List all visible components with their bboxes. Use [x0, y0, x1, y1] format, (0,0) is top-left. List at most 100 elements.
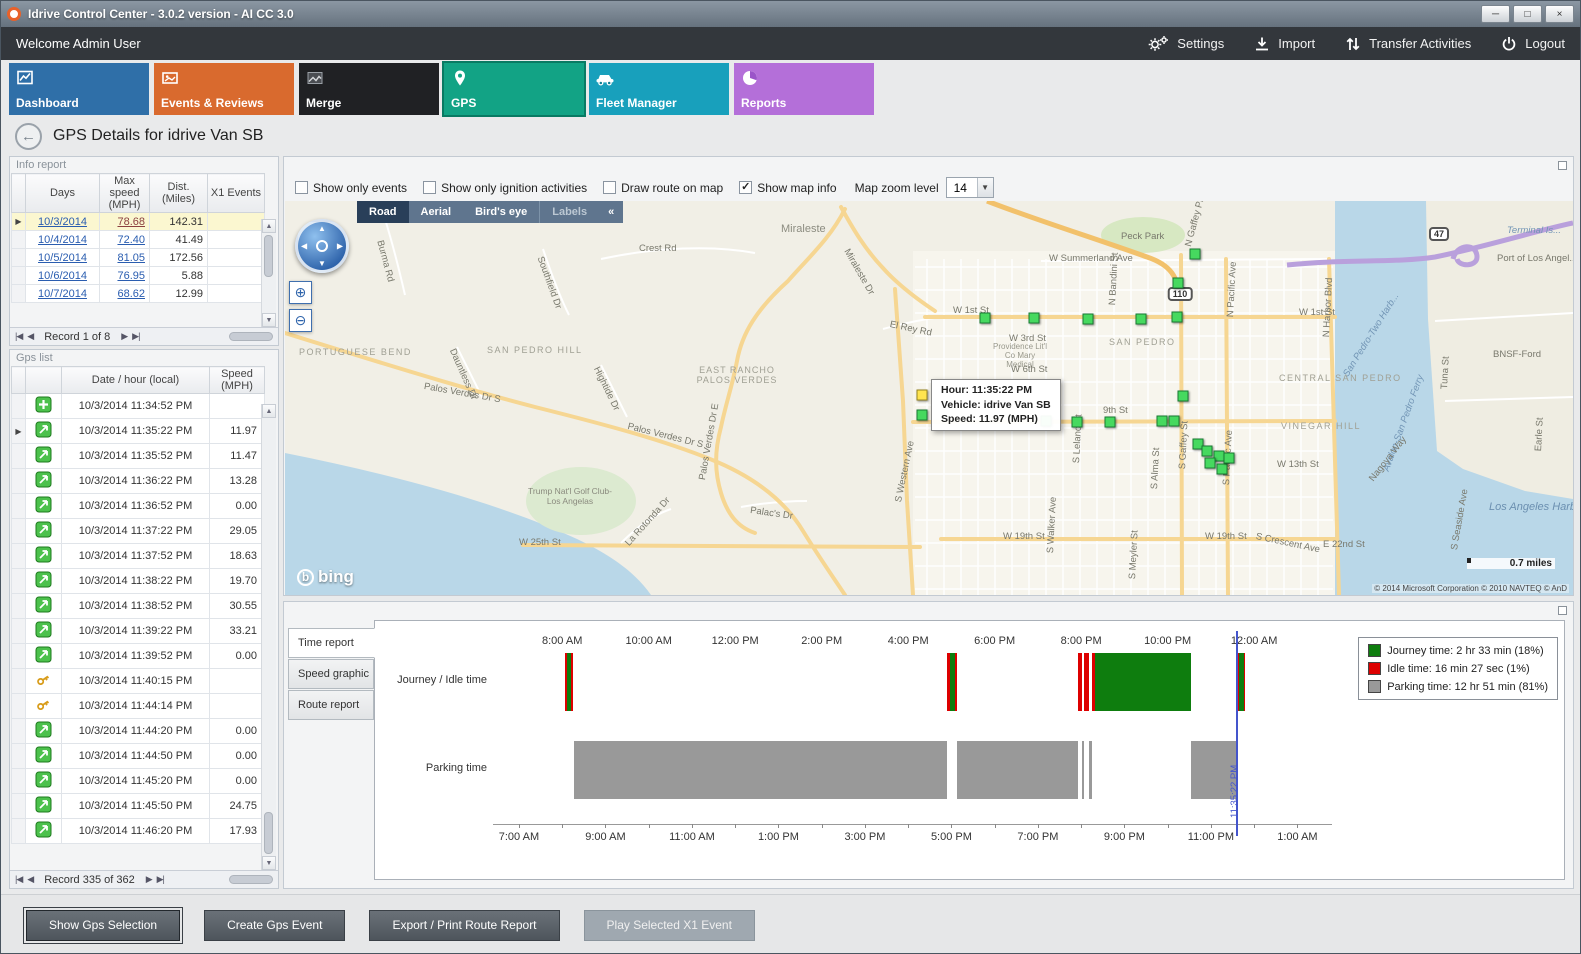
gps-list-scrollbar[interactable]: ▲ ▼: [261, 404, 276, 870]
column-header[interactable]: Speed (MPH): [209, 366, 265, 394]
gps-marker[interactable]: [1156, 415, 1168, 427]
nav-tile-events-reviews[interactable]: Events & Reviews: [154, 63, 294, 115]
column-header[interactable]: X1 Events: [207, 173, 265, 213]
parking-time-bar[interactable]: [574, 741, 948, 799]
table-row[interactable]: 10/3/2014 11:35:52 PM 11.47: [11, 443, 265, 469]
gps-marker[interactable]: [1104, 416, 1116, 428]
checkbox-show-only-ignition-activities[interactable]: Show only ignition activities: [423, 181, 587, 195]
journey-time-bar[interactable]: [1239, 653, 1244, 711]
table-row[interactable]: 10/5/2014 81.05 172.56: [11, 248, 265, 267]
checkbox-show-only-events[interactable]: Show only events: [295, 181, 407, 195]
nav-tile-merge[interactable]: Merge: [299, 63, 439, 115]
scroll-track[interactable]: [262, 233, 276, 313]
selected-gps-marker[interactable]: [916, 389, 928, 401]
gps-pager-nav-button[interactable]: |◀: [15, 874, 23, 884]
gps-pager-nav-button[interactable]: ◀: [27, 874, 34, 884]
max-speed-link[interactable]: 76.95: [117, 269, 145, 282]
gps-marker[interactable]: [1177, 390, 1189, 402]
gps-marker[interactable]: [1071, 416, 1083, 428]
idle-time-bar[interactable]: [947, 653, 951, 711]
table-row[interactable]: 10/3/2014 11:40:15 PM: [11, 668, 265, 694]
idle-time-bar[interactable]: [1077, 653, 1083, 711]
parking-time-bar[interactable]: [1082, 741, 1085, 799]
pan-north-icon[interactable]: ▲: [318, 224, 326, 233]
scroll-up-icon[interactable]: ▲: [262, 404, 276, 418]
scroll-down-icon[interactable]: ▼: [262, 856, 276, 870]
button-export-print-route-report[interactable]: Export / Print Route Report: [369, 909, 560, 941]
parking-time-bar[interactable]: [1088, 741, 1092, 799]
idle-time-bar[interactable]: [1237, 653, 1240, 711]
gps-marker[interactable]: [1028, 312, 1040, 324]
chart-tab-route-report[interactable]: Route report: [288, 690, 374, 720]
gps-marker[interactable]: [1189, 248, 1201, 260]
parking-time-bar[interactable]: [1191, 741, 1236, 799]
idle-time-bar[interactable]: [570, 653, 573, 711]
back-button[interactable]: ←: [15, 122, 42, 150]
gps-pager-nav-button[interactable]: ▶|: [156, 874, 165, 884]
table-row[interactable]: 10/3/2014 11:37:52 PM 18.63: [11, 543, 265, 569]
chart-tab-time-report[interactable]: Time report: [288, 628, 375, 658]
zoom-out-button[interactable]: ⊖: [289, 309, 312, 332]
max-speed-link[interactable]: 81.05: [117, 251, 145, 264]
gps-marker[interactable]: [1172, 277, 1184, 289]
action-import[interactable]: Import: [1254, 36, 1315, 52]
map-style-tab-road[interactable]: Road: [357, 201, 409, 223]
idle-time-bar[interactable]: [1091, 653, 1095, 711]
gps-marker[interactable]: [916, 409, 928, 421]
expand-panel-icon[interactable]: [1558, 605, 1567, 615]
minimize-button[interactable]: ─: [1481, 5, 1510, 23]
gps-marker[interactable]: [1201, 445, 1213, 457]
gps-marker[interactable]: [1192, 438, 1204, 450]
button-create-gps-event[interactable]: Create Gps Event: [204, 909, 346, 941]
table-row[interactable]: 10/3/2014 11:36:52 PM 0.00: [11, 493, 265, 519]
scroll-track[interactable]: [262, 418, 276, 856]
idle-time-bar[interactable]: [1243, 653, 1246, 711]
table-row[interactable]: 10/3/2014 11:38:52 PM 30.55: [11, 593, 265, 619]
checkbox-show-map-info[interactable]: ✓ Show map info: [739, 181, 837, 195]
journey-time-bar[interactable]: [1095, 653, 1192, 711]
gps-pager-hscrollbar[interactable]: [229, 875, 273, 884]
journey-time-bar[interactable]: [950, 653, 955, 711]
gps-marker[interactable]: [979, 312, 991, 324]
gps-marker[interactable]: [1223, 452, 1235, 464]
pan-east-icon[interactable]: ▶: [336, 241, 343, 251]
idle-time-bar[interactable]: [954, 653, 958, 711]
pan-south-icon[interactable]: ▼: [318, 259, 326, 268]
info-pager-nav-button[interactable]: ◀: [27, 331, 34, 341]
column-header[interactable]: Date / hour (local): [61, 366, 210, 394]
table-row[interactable]: 10/3/2014 11:38:22 PM 19.70: [11, 568, 265, 594]
chart-tab-speed-graphic[interactable]: Speed graphic: [288, 659, 374, 689]
gps-marker[interactable]: [1168, 415, 1180, 427]
column-header[interactable]: Max speed (MPH): [99, 173, 150, 213]
table-row[interactable]: 10/3/2014 11:45:50 PM 24.75: [11, 793, 265, 819]
nav-tile-fleet-manager[interactable]: Fleet Manager: [589, 63, 729, 115]
info-pager-nav-button[interactable]: ▶: [121, 331, 128, 341]
info-pager-nav-button[interactable]: |◀: [15, 331, 23, 341]
table-row[interactable]: 10/3/2014 11:39:52 PM 0.00: [11, 643, 265, 669]
table-row[interactable]: 10/3/2014 11:36:22 PM 13.28: [11, 468, 265, 494]
column-header[interactable]: Dist. (Miles): [149, 173, 208, 213]
info-pager-nav-button[interactable]: ▶|: [132, 331, 140, 341]
table-row[interactable]: ▶ 10/3/2014 78.68 142.31: [11, 212, 265, 231]
gps-marker[interactable]: [1216, 463, 1228, 475]
pan-west-icon[interactable]: ◀: [301, 241, 308, 251]
scroll-thumb[interactable]: [264, 812, 273, 854]
scroll-thumb[interactable]: [264, 235, 273, 277]
table-row[interactable]: 10/6/2014 76.95 5.88: [11, 266, 265, 285]
gps-marker[interactable]: [1171, 311, 1183, 323]
max-speed-link[interactable]: 68.62: [117, 287, 145, 300]
checkbox-draw-route-on-map[interactable]: Draw route on map: [603, 181, 723, 195]
day-link[interactable]: 10/3/2014: [38, 215, 87, 228]
table-row[interactable]: 10/3/2014 11:44:20 PM 0.00: [11, 718, 265, 744]
table-row[interactable]: 10/3/2014 11:34:52 PM: [11, 393, 265, 419]
action-settings[interactable]: Settings: [1148, 35, 1224, 53]
map-style-tab-aerial[interactable]: Aerial: [420, 206, 452, 218]
day-link[interactable]: 10/5/2014: [38, 251, 87, 264]
close-button[interactable]: ×: [1545, 5, 1574, 23]
idle-time-bar[interactable]: [565, 653, 567, 711]
action-logout[interactable]: Logout: [1501, 36, 1565, 52]
gps-pager-nav-button[interactable]: ▶: [145, 874, 153, 884]
map-style-tab-bird-s-eye[interactable]: Bird's eye: [475, 206, 528, 218]
column-header[interactable]: Days: [25, 173, 100, 213]
scroll-up-icon[interactable]: ▲: [262, 219, 276, 233]
